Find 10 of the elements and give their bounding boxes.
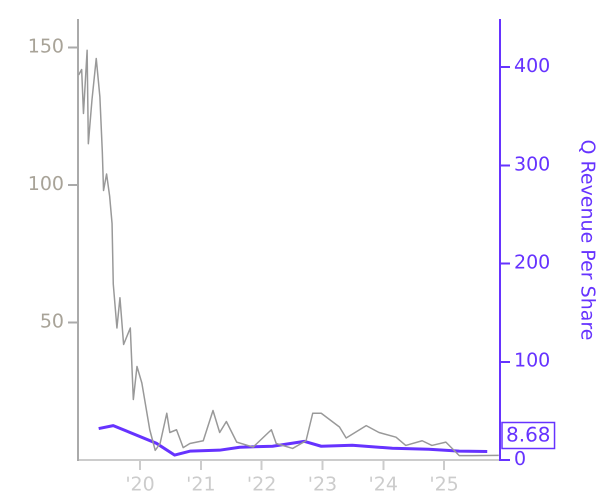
y2-tick-label: 300 xyxy=(514,153,550,176)
y2-tick-label: 200 xyxy=(514,252,550,274)
y-tick-label: 100 xyxy=(28,172,64,195)
data-label: 8.68 xyxy=(506,422,551,447)
y2-axis-title: Q Revenue Per Share xyxy=(576,140,599,340)
y2-tick-label: 0 xyxy=(514,448,526,470)
y-tick-label: 150 xyxy=(28,35,64,58)
y-tick-label: 50 xyxy=(40,310,64,332)
y2-tick-label: 400 xyxy=(514,55,550,78)
y2-tick-label: 100 xyxy=(514,350,550,372)
